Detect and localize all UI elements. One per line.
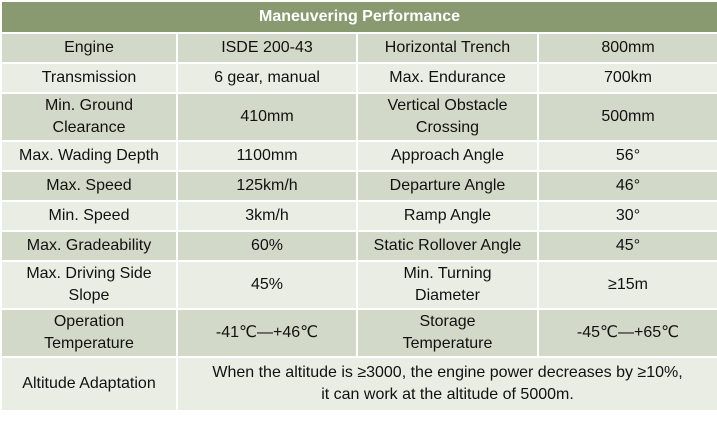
spec-label: Min. Ground Clearance [0,92,178,142]
spec-label: Transmission [0,62,178,94]
spec-label: Max. Driving Side Slope [0,260,178,310]
spec-label: Max. Gradeability [0,230,178,262]
spec-value: 30° [536,200,717,232]
spec-label: Max. Endurance [356,62,539,94]
spec-label: Approach Angle [356,140,539,172]
spec-value: 46° [536,170,717,202]
spec-value: 125km/h [176,170,358,202]
spec-label: Min. Speed [0,200,178,232]
spec-label: Storage Temperature [356,308,539,358]
spec-value: 800mm [536,32,717,64]
spec-value: 45° [536,230,717,262]
spec-value: 6 gear, manual [176,62,358,94]
table-row: Min. Speed 3km/h Ramp Angle 30° [0,200,717,232]
table-row: Max. Speed 125km/h Departure Angle 46° [0,170,717,202]
spec-value: ISDE 200-43 [176,32,358,64]
spec-value: -45℃—+65℃ [536,308,717,358]
spec-value: ≥15m [536,260,717,310]
spec-label: Ramp Angle [356,200,539,232]
spec-value: 700km [536,62,717,94]
spec-value: 3km/h [176,200,358,232]
spec-value: 56° [536,140,717,172]
table-row: Max. Gradeability 60% Static Rollover An… [0,230,717,262]
spec-value: 1100mm [176,140,358,172]
table-row: Transmission 6 gear, manual Max. Enduran… [0,62,717,94]
spec-label: Operation Temperature [0,308,178,358]
table-row: Engine ISDE 200-43 Horizontal Trench 800… [0,32,717,64]
table-row: Max. Wading Depth 1100mm Approach Angle … [0,140,717,172]
spec-label: Max. Speed [0,170,178,202]
table-row: Max. Driving Side Slope 45% Min. Turning… [0,260,717,310]
altitude-note-line2: it can work at the altitude of 5000m. [321,386,574,403]
spec-value: -41℃—+46℃ [176,308,358,358]
table-row: Operation Temperature -41℃—+46℃ Storage … [0,308,717,358]
spec-value: 45% [176,260,358,310]
table-title-row: Maneuvering Performance [0,0,717,34]
table-row: Min. Ground Clearance 410mm Vertical Obs… [0,92,717,142]
spec-label: Vertical Obstacle Crossing [356,92,539,142]
spec-value: 60% [176,230,358,262]
spec-label: Engine [0,32,178,64]
altitude-note-line1: When the altitude is ≥3000, the engine p… [212,364,683,381]
maneuvering-performance-table: Maneuvering Performance Engine ISDE 200-… [0,0,717,412]
spec-value: 500mm [536,92,717,142]
spec-label: Horizontal Trench [356,32,539,64]
spec-label: Max. Wading Depth [0,140,178,172]
spec-label: Departure Angle [356,170,539,202]
table-row-altitude: Altitude Adaptation When the altitude is… [0,356,717,412]
spec-value: 410mm [176,92,358,142]
spec-label: Static Rollover Angle [356,230,539,262]
altitude-note: When the altitude is ≥3000, the engine p… [175,356,717,412]
spec-label: Altitude Adaptation [0,356,178,412]
table-title: Maneuvering Performance [0,0,717,34]
spec-label: Min. Turning Diameter [356,260,539,310]
